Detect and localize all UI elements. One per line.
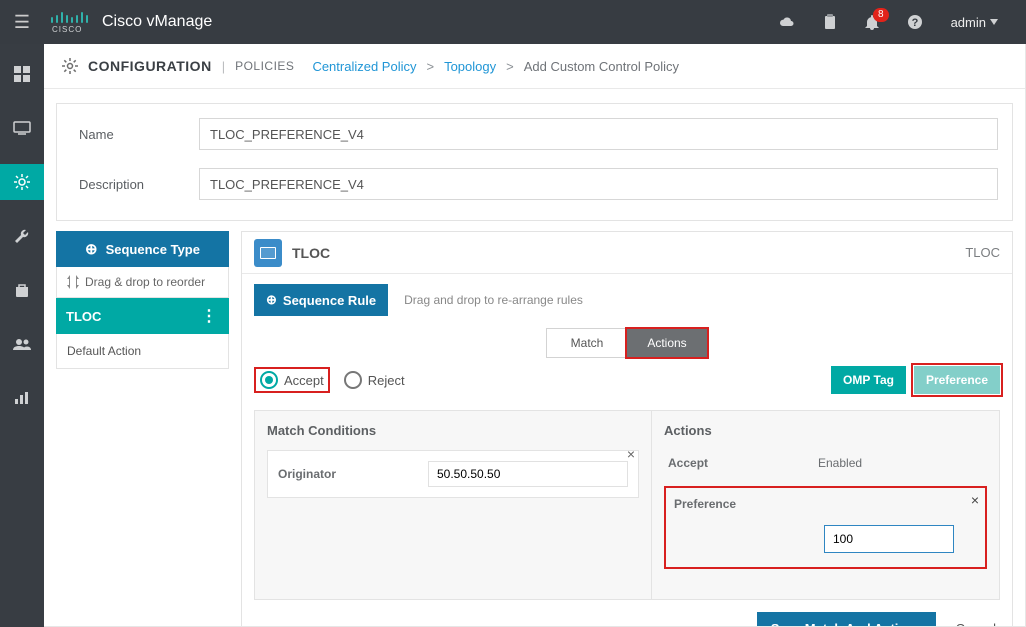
chevron-down-icon: [990, 19, 998, 25]
bell-icon[interactable]: 8: [865, 14, 879, 30]
svg-text:?: ?: [911, 17, 918, 29]
reorder-hint: Drag & drop to reorder: [56, 267, 229, 298]
preference-button[interactable]: Preference: [914, 366, 1000, 394]
topbar-icons: 8 ? admin: [777, 14, 1016, 30]
rail-tools-icon[interactable]: [0, 218, 44, 254]
accept-status-row: Accept Enabled: [664, 450, 987, 478]
breadcrumb-link-topology[interactable]: Topology: [444, 59, 496, 74]
brand-group: CISCO Cisco vManage: [44, 11, 212, 33]
help-icon[interactable]: ?: [907, 14, 923, 30]
rail-dashboard-icon[interactable]: [0, 56, 44, 92]
rail-analytics-icon[interactable]: [0, 380, 44, 416]
tab-actions[interactable]: Actions: [627, 329, 707, 357]
topbar: ☰ CISCO Cisco vManage: [0, 0, 1026, 44]
clipboard-icon[interactable]: [823, 14, 837, 30]
rail-maintenance-icon[interactable]: [0, 272, 44, 308]
reject-radio-group: Reject: [340, 369, 409, 391]
remove-originator-icon[interactable]: ×: [621, 446, 641, 462]
match-conditions-panel: Match Conditions Originator ×: [255, 411, 651, 599]
accept-status-value: Enabled: [818, 456, 862, 470]
tloc-chip-icon: [254, 239, 282, 267]
default-action-item[interactable]: Default Action: [56, 334, 229, 369]
rule-hint: Drag and drop to re-arrange rules: [404, 293, 583, 307]
sequence-item-label: TLOC: [66, 309, 101, 324]
preference-label: Preference: [674, 497, 736, 511]
page-section-title: CONFIGURATION: [88, 58, 212, 74]
cisco-logo-icon: CISCO: [48, 11, 92, 33]
reorder-icon: [67, 275, 79, 289]
preference-box: × Preference: [664, 486, 987, 569]
accept-radio-group: Accept: [254, 367, 330, 393]
sequence-type-label: Sequence Type: [106, 242, 200, 257]
radio-reject-label: Reject: [368, 373, 405, 388]
brand-title: Cisco vManage: [102, 13, 212, 31]
rail-admin-icon[interactable]: [0, 326, 44, 362]
rail-monitor-icon[interactable]: [0, 110, 44, 146]
main-content: CONFIGURATION | POLICIES Centralized Pol…: [44, 44, 1026, 627]
gear-icon: [62, 58, 78, 74]
omp-tag-button[interactable]: OMP Tag: [831, 366, 906, 394]
left-nav-rail: [0, 44, 44, 627]
rail-configuration-icon[interactable]: [0, 164, 44, 200]
cancel-button[interactable]: Cancel: [956, 621, 996, 627]
plus-icon: ⊕: [266, 292, 277, 308]
page-subsection-title: POLICIES: [235, 59, 294, 73]
policy-form-card: Name Description: [56, 103, 1013, 221]
radio-accept-label: Accept: [284, 373, 324, 388]
description-label: Description: [79, 177, 199, 192]
editor-title: TLOC: [292, 245, 330, 261]
actions-panel-title: Actions: [664, 423, 987, 438]
sequence-type-button[interactable]: ⊕ Sequence Type: [56, 231, 229, 267]
menu-toggle-icon[interactable]: ☰: [0, 12, 44, 33]
name-input[interactable]: [199, 118, 998, 150]
user-menu[interactable]: admin: [951, 15, 998, 30]
radio-accept[interactable]: [260, 371, 278, 389]
preference-input[interactable]: [824, 525, 954, 553]
match-panel-title: Match Conditions: [267, 423, 639, 438]
breadcrumb-link-centralized[interactable]: Centralized Policy: [312, 59, 416, 74]
description-input[interactable]: [199, 168, 998, 200]
breadcrumb: Centralized Policy > Topology > Add Cust…: [312, 59, 679, 74]
editor-header: TLOC TLOC: [242, 232, 1012, 274]
notification-badge: 8: [873, 8, 889, 22]
originator-label: Originator: [278, 467, 428, 481]
username-label: admin: [951, 15, 986, 30]
svg-text:CISCO: CISCO: [52, 25, 82, 33]
page-header: CONFIGURATION | POLICIES Centralized Pol…: [44, 44, 1025, 89]
originator-input[interactable]: [428, 461, 628, 487]
match-actions-tabs: Match Actions: [546, 328, 708, 358]
originator-row: Originator: [267, 450, 639, 498]
radio-reject[interactable]: [344, 371, 362, 389]
remove-preference-icon[interactable]: ×: [971, 492, 979, 508]
rule-editor: TLOC TLOC ⊕ Sequence Rule Drag and drop …: [241, 231, 1013, 627]
plus-icon: ⊕: [85, 240, 98, 258]
sequence-rule-button[interactable]: ⊕ Sequence Rule: [254, 284, 388, 316]
breadcrumb-current: Add Custom Control Policy: [524, 59, 679, 74]
save-match-actions-button[interactable]: Save Match And Actions: [757, 612, 936, 627]
kebab-icon[interactable]: ⋮: [201, 306, 219, 326]
sequence-rule-label: Sequence Rule: [283, 293, 376, 308]
sequence-sidebar: ⊕ Sequence Type Drag & drop to reorder T…: [56, 231, 229, 627]
sequence-item-tloc[interactable]: TLOC ⋮: [56, 298, 229, 334]
cloud-icon[interactable]: [777, 15, 795, 29]
name-label: Name: [79, 127, 199, 142]
accept-status-label: Accept: [668, 456, 818, 470]
tab-match[interactable]: Match: [547, 329, 627, 357]
editor-type-label: TLOC: [965, 245, 1000, 260]
actions-panel: Actions Accept Enabled × Preference: [651, 411, 999, 599]
